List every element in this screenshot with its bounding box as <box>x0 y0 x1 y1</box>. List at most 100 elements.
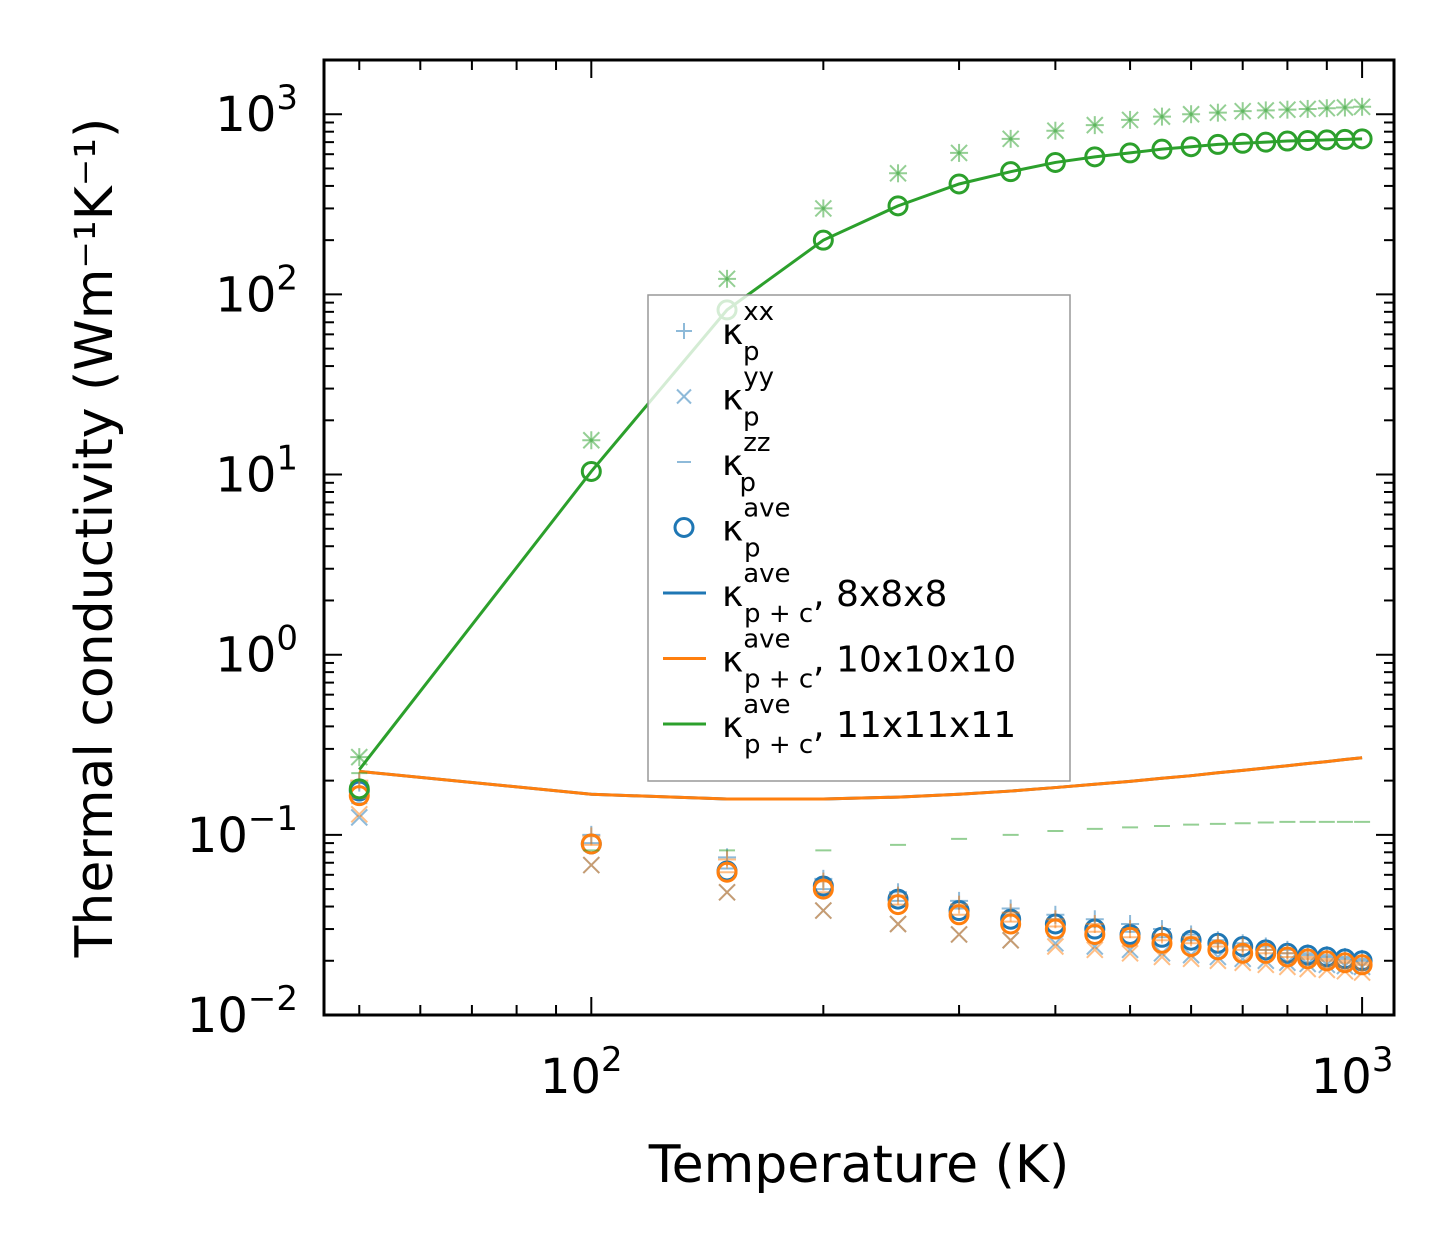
legend-label-sub: p <box>740 468 757 498</box>
series-11x11x11 <box>348 97 1373 852</box>
kappa-p-yy-points <box>350 98 1371 766</box>
legend-label-main: κ <box>722 574 743 615</box>
kappa-p-zz-points <box>351 772 1371 852</box>
kappa-p-yy-point-b <box>1121 944 1139 963</box>
kappa-p-yy-point-b <box>1233 102 1252 120</box>
kappa-p-yy-point-b <box>1298 100 1317 118</box>
kappa-p-ave-point <box>887 195 909 217</box>
kappa-p-yy-point-b <box>1336 98 1354 117</box>
legend-label-sup: ave <box>743 625 790 655</box>
kappa-p-ave-point <box>348 778 370 800</box>
kappa-p-ave-point <box>1180 936 1202 958</box>
kappa-p-ave-point <box>1232 132 1254 154</box>
kappa-p-yy-point-b <box>1086 116 1104 134</box>
y-tick-label-base: 10 <box>215 267 276 323</box>
kappa-p-yy-point-b <box>1209 103 1227 122</box>
y-tick-label-exponent: −1 <box>248 799 298 839</box>
kappa-p-yy-point-b <box>950 144 968 162</box>
legend-label-tail: , 11x11x11 <box>813 705 1016 746</box>
kappa-p-ave-point <box>580 460 602 482</box>
legend-label-main: κ <box>722 378 743 419</box>
legend-label-main: κ <box>722 509 743 550</box>
y-tick-label: 100 <box>215 619 298 684</box>
kappa-p-yy-point-b <box>1182 105 1200 123</box>
kappa-pc-ave-line <box>358 137 1363 771</box>
kappa-p-ave-point <box>716 861 738 883</box>
y-tick-label-base: 10 <box>187 808 248 864</box>
legend-x-b <box>676 388 692 405</box>
legend-label-main: κ <box>722 640 743 681</box>
y-tick-label: 103 <box>215 78 298 143</box>
kappa-p-ave-point <box>1351 128 1373 150</box>
axis-ticks <box>324 59 1394 1016</box>
legend-label: κave p + c, 8x8x8 <box>722 559 947 629</box>
kappa-p-yy-point-b <box>350 805 368 824</box>
kappa-p-zz-points <box>351 797 1371 966</box>
legend-label-tail: , 8x8x8 <box>813 574 947 615</box>
y-tick-label-base: 10 <box>215 87 276 143</box>
kappa-p-ave-point <box>1000 161 1022 183</box>
legend-marker-x <box>676 388 692 405</box>
kappa-p-ave-point <box>812 878 834 900</box>
kappa-p-yy-point-b <box>1046 122 1065 140</box>
y-tick-label: 10−1 <box>187 799 298 864</box>
kappa-p-ave-point <box>1276 130 1298 152</box>
x-axis-label: Temperature (K) <box>648 1135 1070 1195</box>
kappa-p-ave-point <box>1255 942 1277 964</box>
kappa-p-ave-point <box>887 894 909 916</box>
y-tick-label: 10−2 <box>187 979 298 1044</box>
kappa-p-yy-point-b <box>718 883 736 901</box>
kappa-pc-ave-line <box>359 756 1363 801</box>
legend-label-sup: zz <box>743 428 770 458</box>
series-10x10x10 <box>348 756 1373 982</box>
kappa-p-yy-point-b <box>582 856 601 874</box>
legend-label-main: κ <box>722 705 743 746</box>
kappa-p-ave-points <box>348 785 1373 976</box>
y-tick-label: 102 <box>215 258 298 323</box>
legend-label-sup: ave <box>743 559 790 589</box>
legend-label: κyy p <box>722 363 774 433</box>
legend-box <box>647 294 1071 782</box>
x-tick-label-base: 10 <box>1311 1049 1372 1105</box>
kappa-p-ave-point <box>1000 913 1022 935</box>
legend-label-sub: p + c <box>744 665 813 695</box>
plot-frame <box>322 58 1396 1017</box>
kappa-p-ave-point <box>1207 939 1229 961</box>
kappa-p-yy-point-b <box>814 199 833 218</box>
legend-label-sup: ave <box>743 690 790 720</box>
kappa-p-yy-point-b <box>1257 101 1275 120</box>
kappa-p-yy-point-b <box>1121 111 1139 129</box>
y-tick-label-exponent: 1 <box>276 439 298 479</box>
x-tick-label: 102 <box>540 1040 623 1105</box>
kappa-p-yy-point-b <box>1278 100 1297 119</box>
kappa-p-ave-point <box>1255 131 1277 153</box>
y-tick-label-exponent: 3 <box>276 78 298 118</box>
legend-label-sup: ave <box>743 494 790 524</box>
x-tick-label: 103 <box>1311 1040 1394 1105</box>
kappa-p-ave-point <box>1044 918 1066 940</box>
kappa-p-yy-point-b <box>814 901 833 920</box>
kappa-p-ave-point <box>948 173 970 195</box>
kappa-p-yy-point-b <box>718 270 736 288</box>
legend-label-main: κ <box>722 443 743 484</box>
kappa-p-yy-point-b <box>1318 99 1336 117</box>
kappa-p-yy-point-b <box>1001 931 1020 949</box>
kappa-p-ave-point <box>1084 146 1106 168</box>
kappa-p-yy-point-b <box>1001 130 1020 148</box>
y-axis-label: Thermal conductivity (Wm⁻¹K⁻¹) <box>65 118 125 959</box>
legend-label: κxx p <box>722 297 774 367</box>
kappa-p-ave-point <box>1276 946 1298 968</box>
legend-label-sub: p <box>743 403 760 433</box>
y-tick-label-exponent: 2 <box>276 258 298 298</box>
legend-label: κzz p <box>722 428 771 498</box>
kappa-p-yy-point-b <box>889 915 907 933</box>
legend-label-main: κ <box>722 312 743 353</box>
legend-label: κave p <box>722 494 791 564</box>
y-tick-label-exponent: −2 <box>248 979 298 1019</box>
kappa-p-yy-point-b <box>582 431 601 449</box>
x-tick-label-base: 10 <box>540 1049 601 1105</box>
legend-label-sup: yy <box>743 363 774 393</box>
